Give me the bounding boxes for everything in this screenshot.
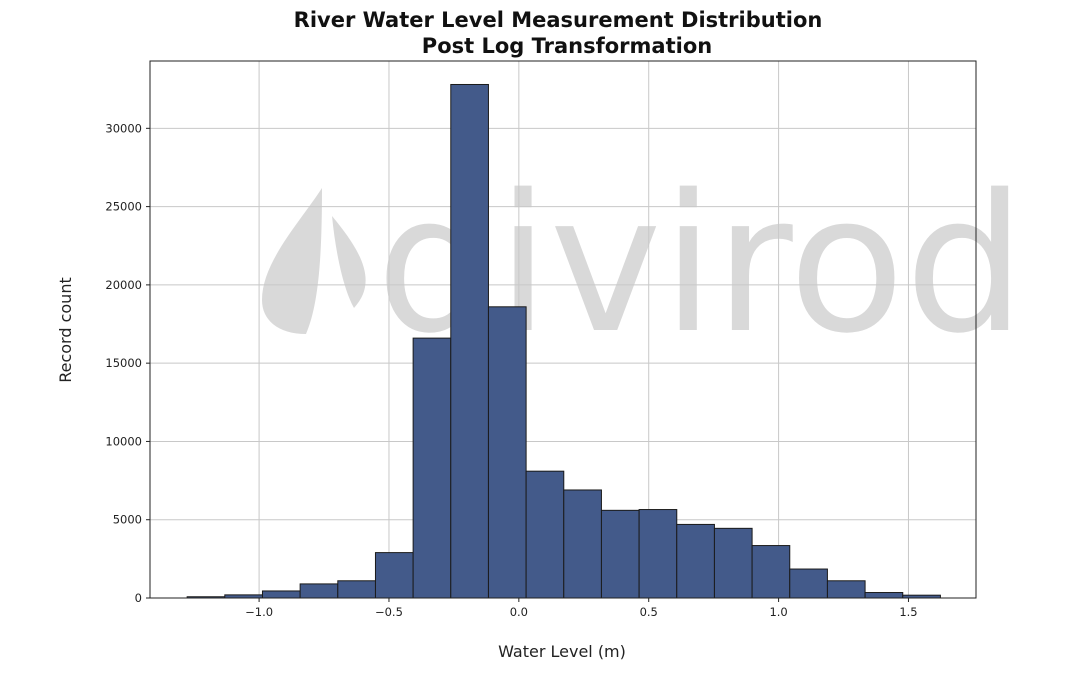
x-axis-ticks: −1.0 −0.5 0.0 0.5 1.0 1.5: [245, 598, 918, 619]
histogram-bar-6: [412, 337, 452, 599]
y-tick-label-1: 5000: [113, 513, 142, 527]
histogram-bar-12: [638, 509, 678, 599]
histogram-bar-2: [261, 590, 301, 599]
chart-title-line2: Post Log Transformation: [422, 34, 712, 58]
histogram-bar-9: [525, 470, 565, 599]
histogram-bar-13: [676, 523, 715, 599]
x-tick-label-3: 0.5: [640, 605, 658, 619]
histogram-bar-17: [826, 580, 866, 599]
histogram-bar-7: [450, 83, 489, 599]
x-tick-label-5: 1.5: [899, 605, 917, 619]
histogram-bar-16: [789, 568, 828, 599]
plot-frame: [149, 60, 977, 599]
watermark-logo: divirod: [262, 154, 1025, 375]
y-tick-label-4: 20000: [105, 278, 142, 292]
watermark-drop-icon: [262, 188, 366, 334]
histogram-bar-3: [299, 583, 339, 599]
x-tick-label-2: 0.0: [510, 605, 528, 619]
histogram-bar-4: [337, 580, 376, 599]
y-tick-label-2: 10000: [105, 434, 142, 448]
y-tick-label-5: 25000: [105, 200, 142, 214]
x-tick-label-0: −1.0: [245, 605, 273, 619]
x-tick-label-1: −0.5: [375, 605, 403, 619]
x-axis-label: Water Level (m): [498, 642, 626, 661]
x-tick-label-4: 1.0: [769, 605, 787, 619]
histogram-bar-14: [713, 527, 753, 599]
chart-title-line1: River Water Level Measurement Distributi…: [294, 8, 823, 32]
histogram-bar-10: [563, 489, 602, 599]
histogram-bars: [186, 83, 941, 599]
y-tick-label-3: 15000: [105, 356, 142, 370]
histogram-bar-8: [487, 306, 527, 599]
histogram-bar-5: [374, 552, 414, 599]
y-axis-ticks: 0 5000 10000 15000 20000 25000 30000: [105, 121, 150, 605]
histogram-bar-15: [751, 545, 791, 599]
histogram-bar-18: [864, 592, 904, 599]
histogram-bar-11: [600, 509, 640, 599]
y-tick-label-6: 30000: [105, 121, 142, 135]
y-tick-label-0: 0: [135, 591, 142, 605]
y-axis-label: Record count: [56, 277, 75, 383]
